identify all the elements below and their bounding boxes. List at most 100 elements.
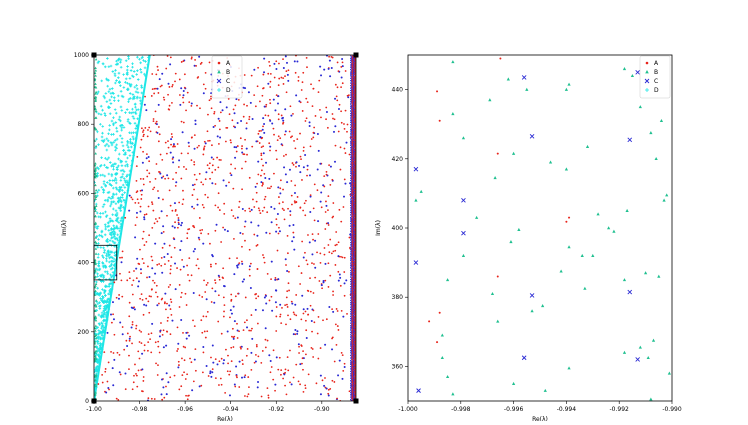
series-a-marker xyxy=(248,386,250,389)
series-d-marker xyxy=(127,57,130,61)
series-d-marker xyxy=(135,87,139,91)
series-c-marker xyxy=(635,357,640,362)
series-a-marker xyxy=(258,130,261,132)
series-c-marker xyxy=(274,278,277,281)
series-d-marker xyxy=(117,157,120,161)
series-a-marker xyxy=(188,279,191,282)
series-d-marker xyxy=(97,112,101,116)
series-a-marker xyxy=(263,172,266,175)
series-a-marker xyxy=(331,56,334,59)
series-a-marker xyxy=(203,279,205,282)
series-a-marker xyxy=(190,274,193,277)
series-d-marker xyxy=(115,192,118,196)
series-a-marker xyxy=(153,282,156,284)
series-a-marker xyxy=(196,258,199,261)
series-a-marker xyxy=(165,152,168,155)
series-a-marker xyxy=(135,373,137,375)
series-a-marker xyxy=(191,194,194,196)
series-a-marker xyxy=(227,354,229,357)
series-a-marker xyxy=(344,109,347,112)
series-c-marker xyxy=(110,313,112,316)
axes-frame xyxy=(93,54,357,402)
series-d-marker xyxy=(116,168,119,171)
series-a-marker xyxy=(278,356,281,359)
series-c-marker xyxy=(163,255,166,258)
series-a-marker xyxy=(287,252,289,255)
series-c-marker xyxy=(135,267,138,270)
series-d-marker xyxy=(101,254,104,258)
series-a-marker xyxy=(211,171,214,174)
series-a-marker xyxy=(209,242,211,245)
series-a-marker xyxy=(150,255,153,258)
series-a-marker xyxy=(241,167,243,170)
series-a-marker xyxy=(203,147,205,150)
series-a-marker xyxy=(223,304,226,307)
series-a-marker xyxy=(247,376,250,378)
series-a-marker xyxy=(158,263,161,265)
series-d-marker xyxy=(112,140,116,144)
series-a-marker xyxy=(187,274,189,276)
series-a-marker xyxy=(282,201,284,204)
series-a-marker xyxy=(327,388,330,391)
series-a-marker xyxy=(301,357,304,360)
legend-marker xyxy=(216,78,222,84)
series-b-marker xyxy=(638,105,642,109)
series-a-marker xyxy=(332,202,335,204)
series-d-marker xyxy=(124,111,127,114)
series-a-marker xyxy=(331,178,334,181)
series-a-marker xyxy=(200,61,203,64)
series-a-marker xyxy=(229,316,231,319)
series-c-marker xyxy=(285,61,288,64)
series-d-marker xyxy=(105,158,109,161)
series-d-marker xyxy=(97,313,101,317)
series-a-marker xyxy=(346,94,349,97)
series-b-marker xyxy=(94,378,97,382)
series-d-marker xyxy=(106,240,110,244)
series-d-marker xyxy=(113,251,116,255)
series-a-marker xyxy=(174,209,177,211)
series-b-marker xyxy=(94,166,98,170)
series-a-marker xyxy=(128,339,131,342)
series-a-marker xyxy=(220,241,223,243)
series-d-marker xyxy=(100,314,104,318)
series-a-marker xyxy=(334,244,337,247)
series-c-marker xyxy=(209,372,212,375)
series-a-marker xyxy=(295,294,298,296)
series-a-marker xyxy=(244,296,247,299)
series-d-marker xyxy=(116,62,119,66)
series-a-marker xyxy=(257,132,260,135)
series-d-marker xyxy=(99,348,102,351)
series-d-marker xyxy=(134,105,137,109)
series-c-marker xyxy=(250,208,253,211)
series-d-marker xyxy=(128,77,132,80)
series-a-marker xyxy=(214,262,217,265)
series-b-marker xyxy=(488,98,492,102)
series-c-marker xyxy=(293,248,296,251)
series-d-marker xyxy=(113,231,117,235)
series-a-marker xyxy=(158,133,161,136)
series-a-marker xyxy=(277,113,280,116)
series-a-marker xyxy=(150,288,153,291)
legend-marker xyxy=(644,78,650,84)
series-d-marker xyxy=(107,144,111,148)
series-a-marker xyxy=(299,132,301,135)
series-c-marker xyxy=(165,344,168,347)
series-d-marker xyxy=(106,198,110,202)
series-a-marker xyxy=(279,137,282,140)
series-a-marker xyxy=(148,126,151,129)
series-c-marker xyxy=(167,381,170,384)
series-a-marker xyxy=(182,101,185,104)
series-a-marker xyxy=(208,167,211,170)
series-d-marker xyxy=(101,324,105,328)
series-a-marker xyxy=(300,345,303,347)
series-d-marker xyxy=(100,230,104,234)
series-c-marker xyxy=(324,262,327,265)
series-d-marker xyxy=(126,81,129,85)
series-a-marker xyxy=(186,91,189,94)
series-c-marker xyxy=(267,82,270,85)
series-d-marker xyxy=(105,239,108,243)
series-d-marker xyxy=(103,199,107,202)
series-a-marker xyxy=(131,321,134,323)
series-a-marker xyxy=(288,130,291,133)
series-a-marker xyxy=(188,257,191,260)
